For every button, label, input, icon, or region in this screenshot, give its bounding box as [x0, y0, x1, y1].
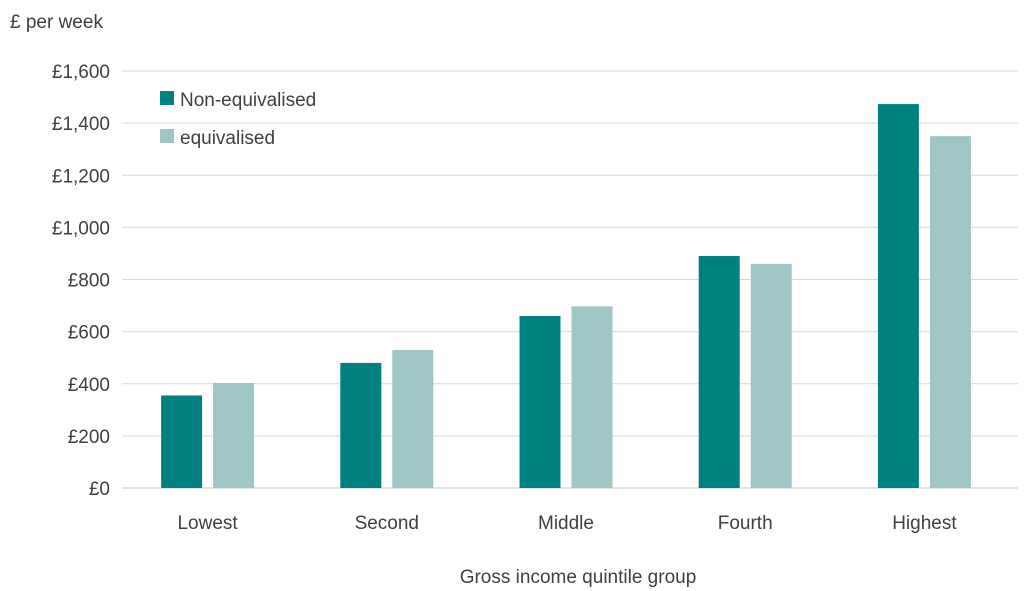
x-tick-label: Second [355, 513, 419, 534]
y-axis-title: £ per week [10, 12, 103, 33]
bars [161, 104, 971, 489]
bar-non-equivalised-lowest [161, 395, 203, 488]
bar-equivalised-lowest [213, 382, 255, 488]
x-axis-ticks: Lowest Second Middle Fourth Highest [177, 513, 957, 534]
legend-label-non-equivalised: Non-equivalised [180, 90, 316, 111]
x-axis-title: Gross income quintile group [460, 567, 697, 588]
y-tick-label: £200 [68, 427, 110, 448]
bar-non-equivalised-highest [877, 104, 919, 489]
bar-equivalised-middle [571, 306, 613, 488]
y-tick-label: £600 [68, 323, 110, 344]
x-tick-label: Fourth [718, 513, 773, 534]
legend: Non-equivalised equivalised [160, 90, 316, 149]
bar-non-equivalised-middle [519, 315, 561, 488]
y-axis-ticks: £0 £200 £400 £600 £800 £1,000 £1,200 £1,400 £1,6… [52, 62, 110, 500]
legend-swatch-non-equivalised [160, 91, 174, 105]
y-tick-label: £1,200 [52, 166, 110, 187]
legend-label-equivalised: equivalised [180, 128, 275, 149]
bar-equivalised-second [392, 349, 434, 488]
y-tick-label: £1,400 [52, 114, 110, 135]
x-tick-label: Highest [892, 513, 957, 534]
bar-equivalised-fourth [750, 263, 792, 488]
x-tick-label: Middle [538, 513, 594, 534]
gridlines [122, 70, 1018, 489]
legend-swatch-equivalised [160, 129, 174, 143]
x-tick-label: Lowest [177, 513, 238, 534]
y-tick-label: £1,600 [52, 62, 110, 83]
bar-non-equivalised-second [340, 362, 382, 488]
y-tick-label: £0 [89, 479, 110, 500]
y-tick-label: £800 [68, 271, 110, 292]
y-tick-label: £400 [68, 375, 110, 396]
bar-non-equivalised-fourth [698, 256, 740, 488]
bar-equivalised-highest [929, 136, 971, 488]
y-tick-label: £1,000 [52, 218, 110, 239]
